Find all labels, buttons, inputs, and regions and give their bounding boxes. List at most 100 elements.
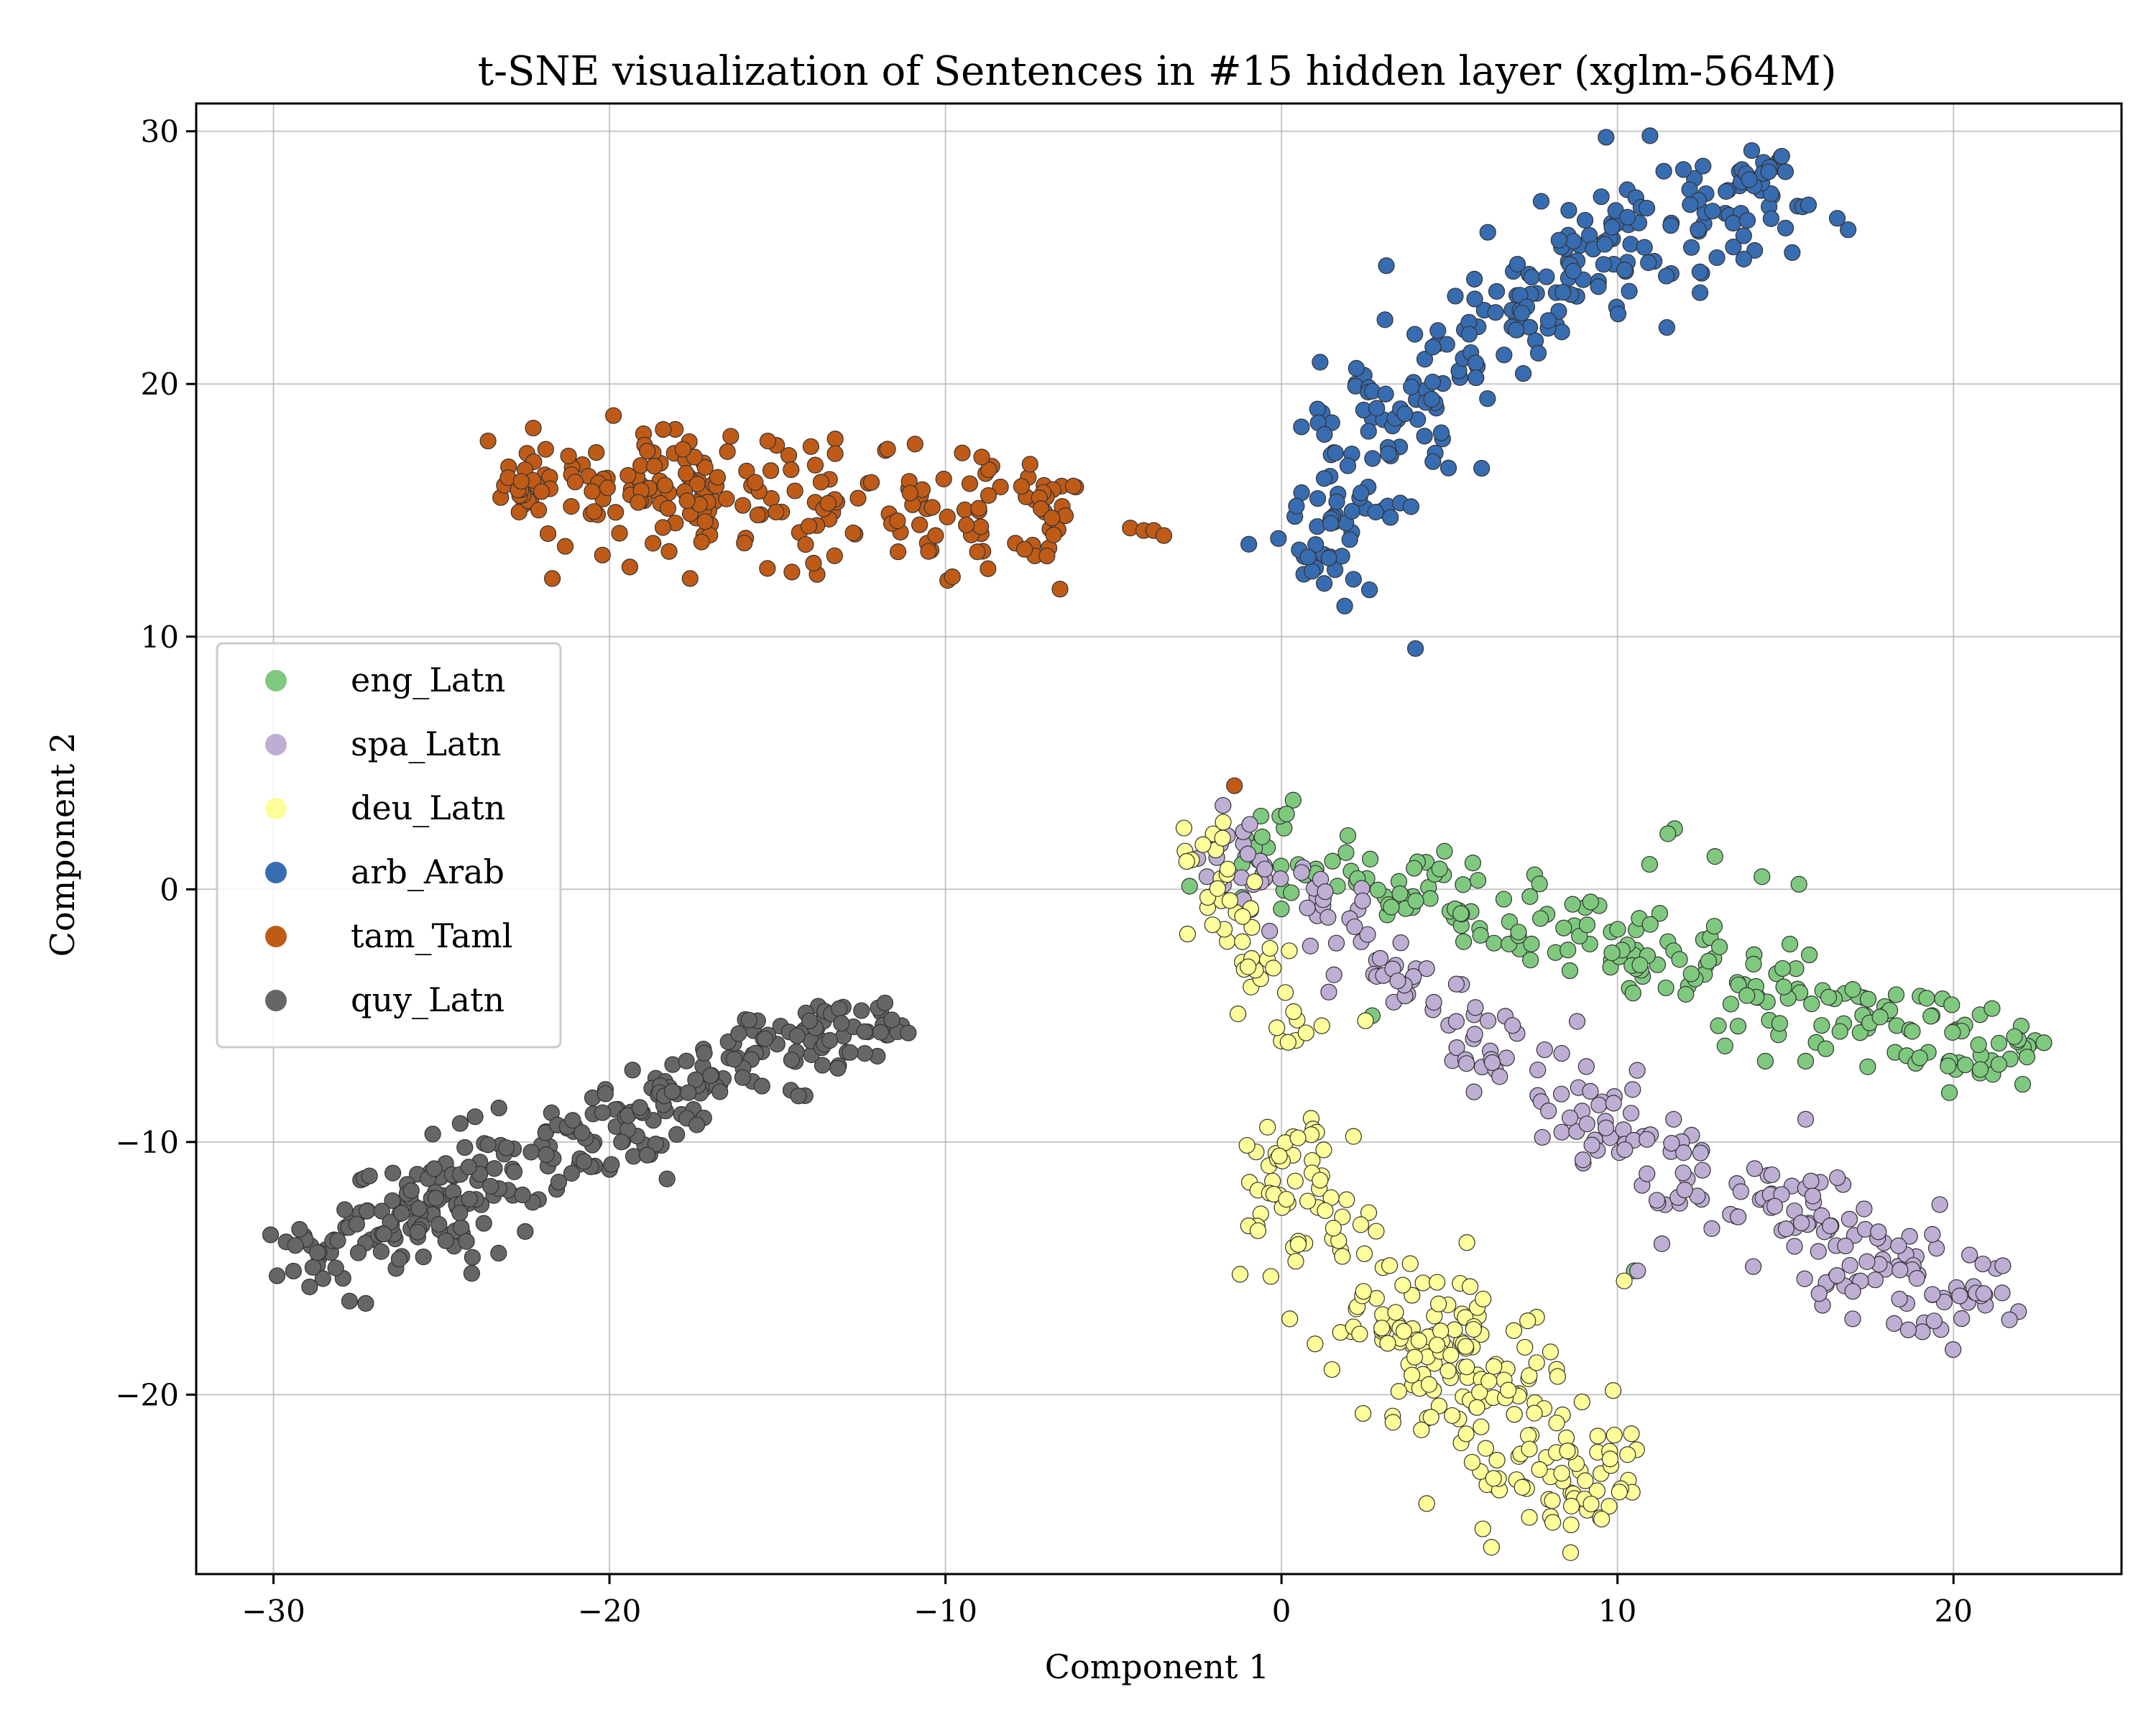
data-point [1323, 1361, 1340, 1379]
data-point [1918, 990, 1935, 1007]
data-point [1339, 457, 1357, 474]
x-tick-label: 20 [1935, 1593, 1973, 1629]
data-point [1564, 896, 1581, 913]
data-point [1457, 1338, 1475, 1355]
data-point [1287, 1253, 1304, 1270]
legend-marker [265, 798, 287, 819]
data-point [876, 994, 894, 1012]
data-point [1508, 256, 1526, 273]
data-point [1240, 958, 1257, 975]
data-point [1940, 1084, 1958, 1101]
data-point [1396, 405, 1414, 423]
data-point [1364, 450, 1381, 467]
data-point [1674, 1164, 1692, 1182]
data-point [1600, 1498, 1618, 1515]
data-point [674, 441, 691, 458]
data-points [262, 127, 2053, 1561]
data-point [1738, 987, 1756, 1004]
data-point [1418, 1495, 1435, 1512]
data-point [1286, 1172, 1304, 1190]
data-point [1695, 157, 1712, 175]
data-point [1463, 1453, 1481, 1471]
data-point [336, 1201, 354, 1218]
data-point [588, 443, 605, 461]
data-point [1970, 1036, 1987, 1054]
data-point [533, 483, 550, 500]
data-point [1606, 1427, 1623, 1444]
data-point [1931, 1196, 1948, 1213]
data-point [680, 1084, 697, 1101]
data-point [1032, 500, 1050, 518]
data-point [842, 1044, 859, 1061]
data-point [1243, 919, 1261, 936]
data-point [1051, 581, 1069, 598]
data-point [1708, 249, 1726, 267]
data-point [1601, 1450, 1619, 1468]
data-point [1531, 910, 1549, 927]
data-point [1473, 1418, 1490, 1435]
data-point [2006, 1028, 2023, 1045]
data-point [1871, 1008, 1889, 1026]
data-point [1924, 1225, 1941, 1243]
data-point [911, 516, 929, 533]
data-point [1616, 1272, 1633, 1289]
data-point [1320, 549, 1337, 566]
series-arb_Arab [1240, 127, 1857, 657]
data-point [603, 1156, 620, 1173]
data-point [1334, 1248, 1351, 1265]
data-point [1413, 1421, 1430, 1438]
data-point [1414, 1274, 1432, 1292]
data-point [1859, 1058, 1876, 1075]
data-point [1178, 852, 1195, 870]
data-point [1829, 1169, 1846, 1187]
data-point [1325, 1220, 1342, 1237]
data-point [1317, 1202, 1334, 1219]
data-point [594, 546, 611, 564]
data-point [1528, 1354, 1545, 1371]
data-point [980, 560, 997, 577]
data-point [1716, 1037, 1733, 1054]
data-point [1578, 916, 1596, 934]
data-point [1270, 530, 1287, 547]
data-point [1725, 239, 1742, 256]
data-point [862, 474, 880, 491]
data-point [1553, 1044, 1570, 1062]
data-point [1367, 503, 1384, 521]
data-point [1775, 978, 1792, 995]
data-point [1582, 1082, 1599, 1100]
y-tick-label: −20 [115, 1377, 179, 1412]
data-point [1307, 1335, 1324, 1353]
data-point [1401, 1255, 1419, 1272]
data-point [437, 1232, 454, 1249]
data-point [269, 1267, 286, 1284]
data-point [1231, 1266, 1249, 1283]
data-point [1703, 1220, 1720, 1237]
data-point [1671, 951, 1688, 968]
data-point [1611, 1484, 1628, 1501]
data-point [1394, 1276, 1411, 1294]
data-point [1886, 1315, 1903, 1332]
data-point [1455, 876, 1472, 893]
x-tick-label: 10 [1598, 1593, 1636, 1629]
data-point [1304, 563, 1321, 580]
data-point [1447, 288, 1464, 305]
data-point [1477, 1440, 1495, 1457]
data-point [1334, 1208, 1351, 1225]
data-point [1021, 456, 1038, 473]
data-point [1957, 1056, 1974, 1074]
legend-marker [265, 670, 287, 691]
data-point [1467, 999, 1484, 1016]
data-point [1230, 1005, 1247, 1023]
data-point [1841, 1210, 1858, 1228]
axis-ticks: −30 −20 −10 0 10 20 −20 −10 0 10 20 30 [115, 114, 1973, 1629]
data-point [826, 445, 844, 462]
data-point [1428, 1274, 1446, 1291]
data-point [1379, 1335, 1396, 1352]
data-point [1410, 1332, 1427, 1349]
legend-entry-label: deu_Latn [351, 788, 505, 827]
data-point [1692, 1144, 1709, 1162]
data-point [1249, 1222, 1267, 1239]
x-axis-label: Component 1 [1045, 1647, 1270, 1686]
data-point [738, 462, 755, 479]
data-point [1519, 1312, 1537, 1330]
